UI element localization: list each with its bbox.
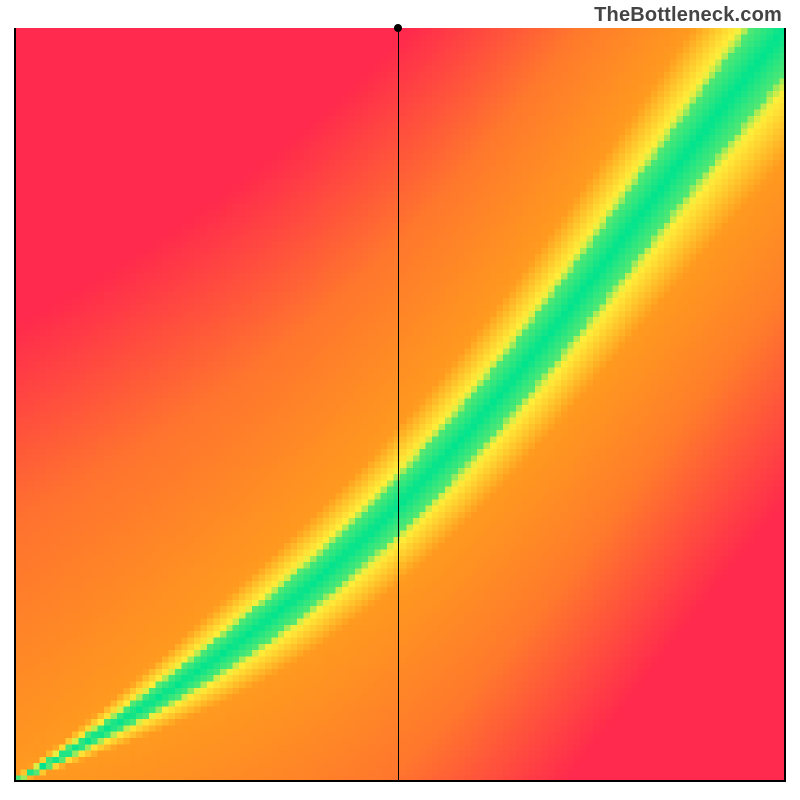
heatmap-plot <box>14 28 786 782</box>
watermark-text: TheBottleneck.com <box>594 4 782 27</box>
axis-bottom <box>14 780 786 782</box>
marker-vertical-line <box>398 28 399 782</box>
axis-left <box>14 28 16 782</box>
heatmap-canvas <box>14 28 786 782</box>
axis-right <box>784 28 786 782</box>
